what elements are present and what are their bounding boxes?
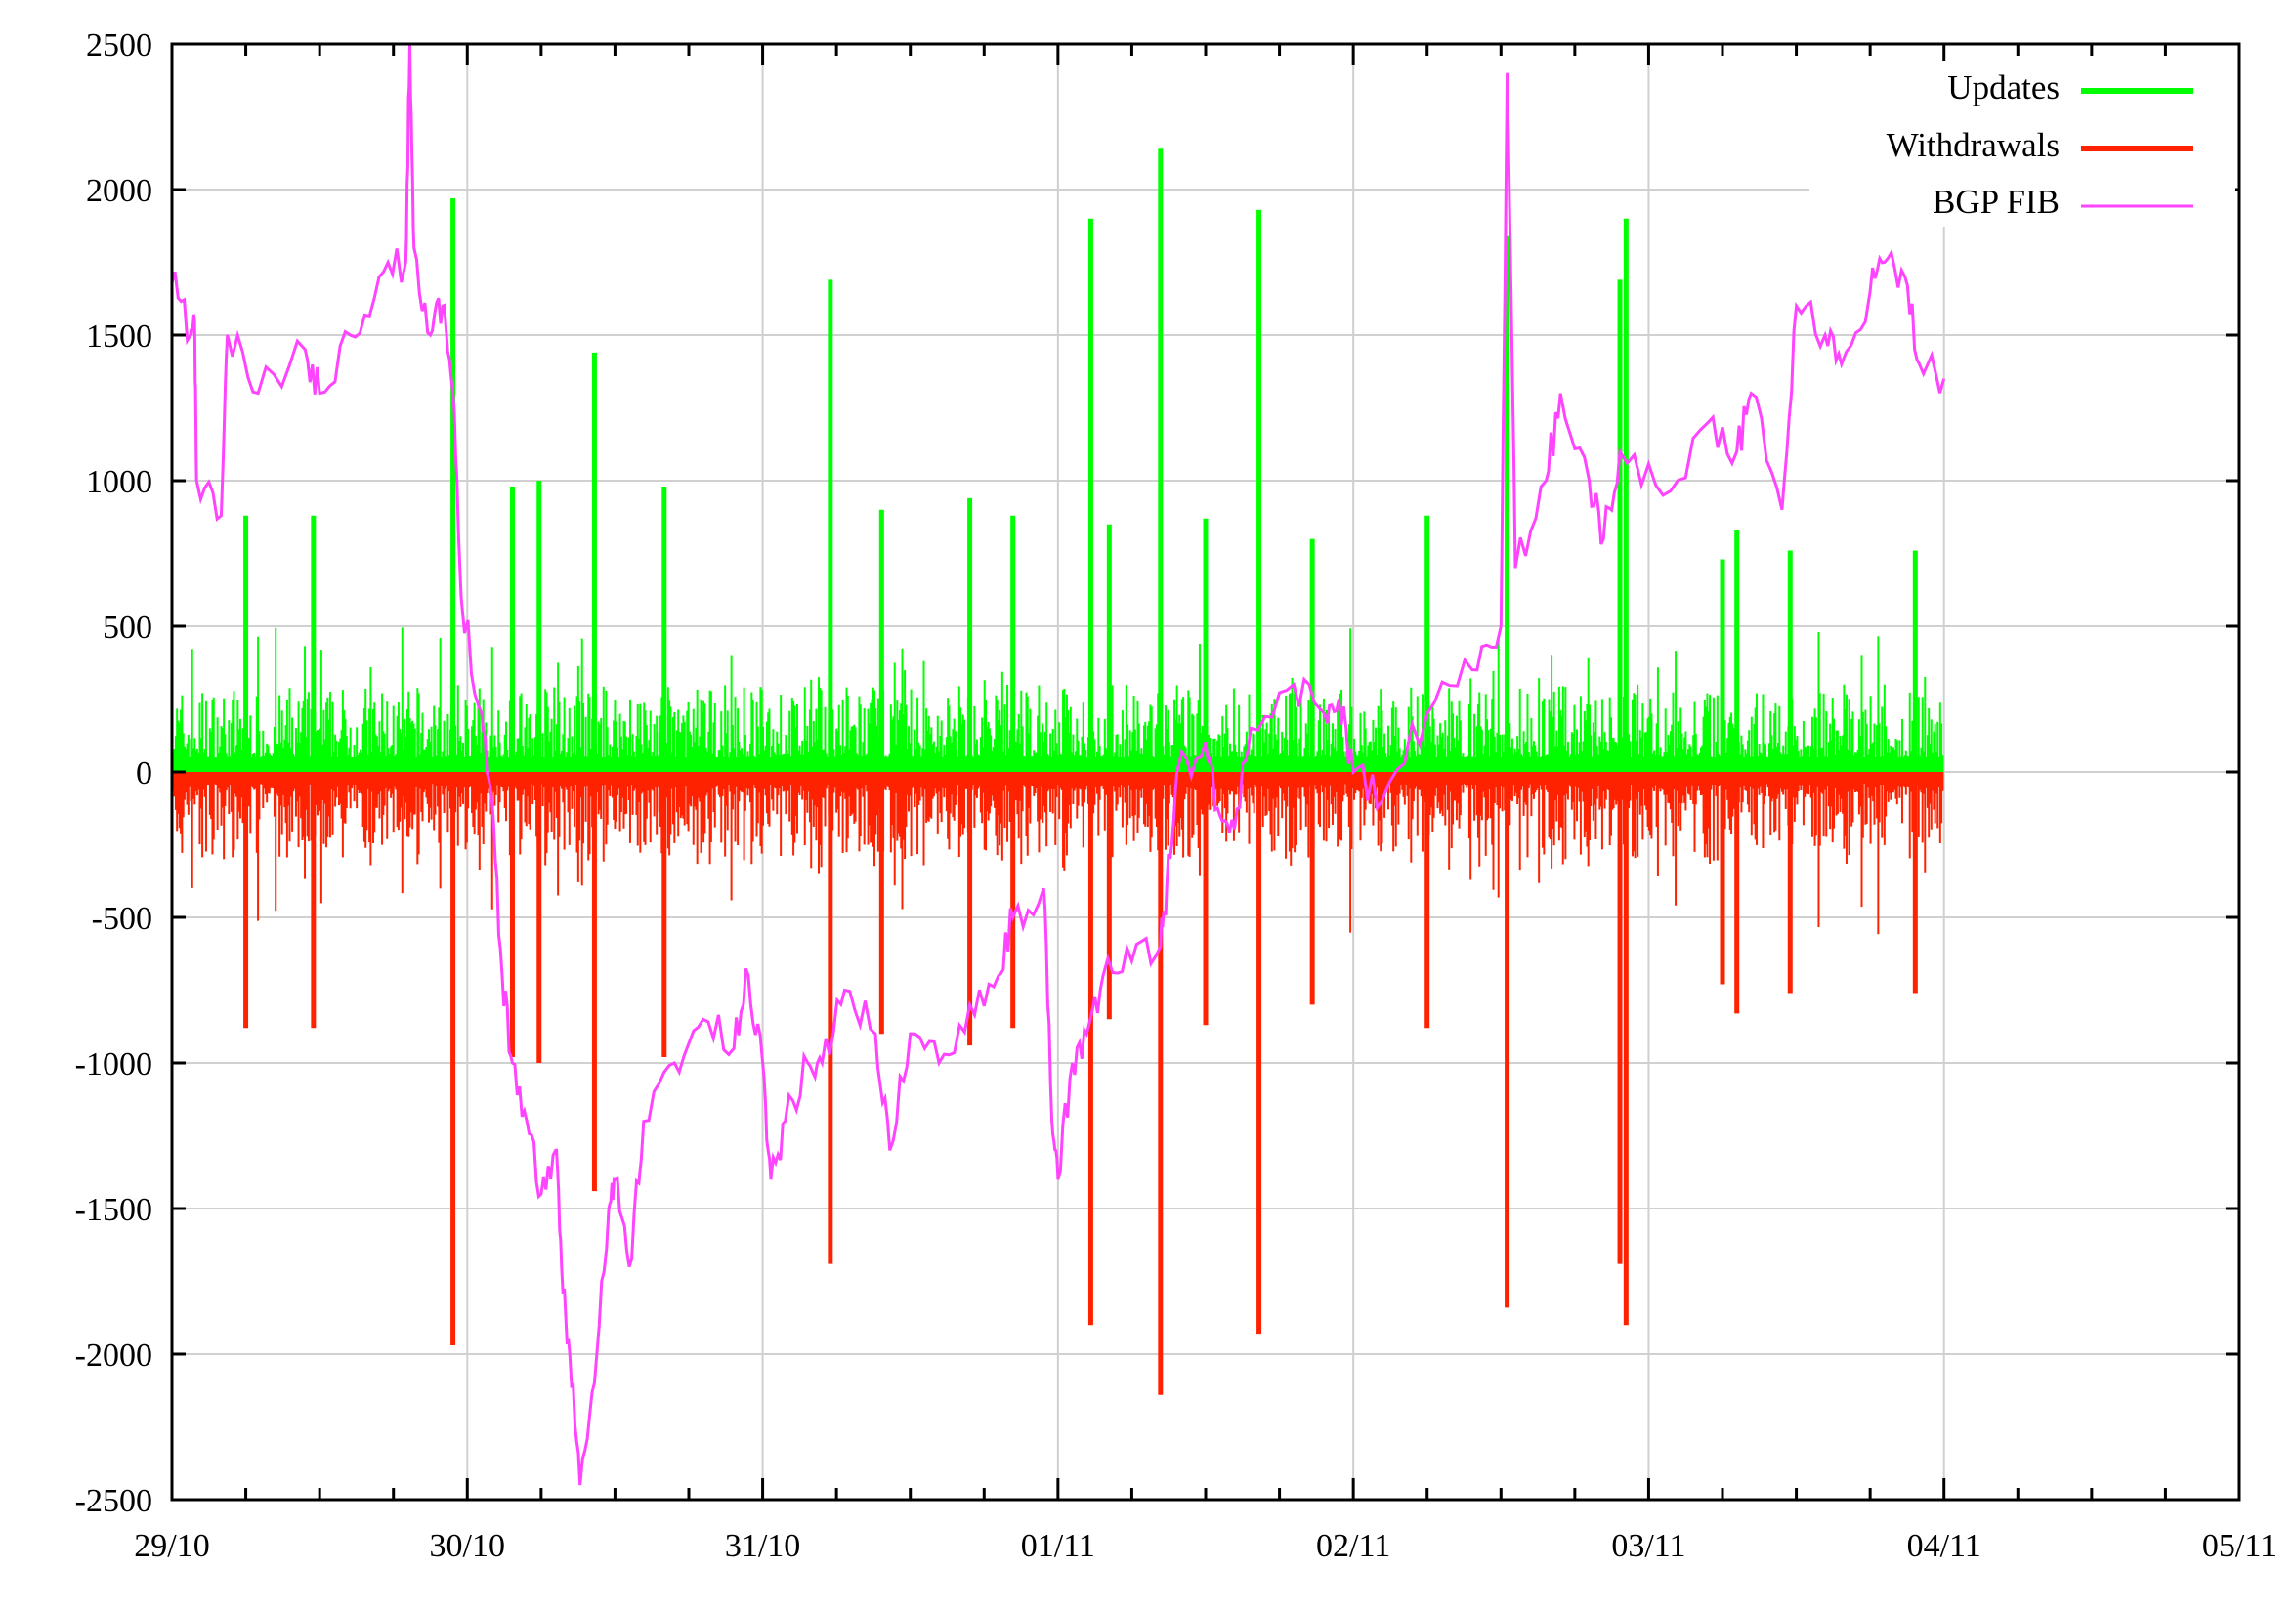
y-tick-label: -2000	[75, 1337, 152, 1374]
x-tick-label: 02/11	[1316, 1528, 1390, 1564]
x-tick-label: 29/10	[134, 1528, 209, 1564]
y-tick-label: 500	[103, 610, 152, 646]
bars	[171, 148, 1944, 1395]
x-tick-label: 04/11	[1907, 1528, 1981, 1564]
x-tick-label: 31/10	[725, 1528, 800, 1564]
legend: Updates Withdrawals BGP FIB	[1809, 61, 2235, 227]
bgp-fib-line	[170, 43, 1946, 1486]
x-tick-label: 30/10	[430, 1528, 505, 1564]
y-tick-label: 0	[136, 755, 152, 791]
y-tick-label: -2500	[75, 1483, 152, 1519]
y-tick-label: -1500	[75, 1192, 152, 1228]
x-tick-label: 03/11	[1611, 1528, 1685, 1564]
y-tick-label: -1000	[75, 1046, 152, 1082]
y-tick-label: 1500	[86, 318, 152, 355]
y-tick-label: 1000	[86, 464, 152, 500]
y-tick-label: 2500	[86, 27, 152, 64]
x-tick-label: 05/11	[2202, 1528, 2276, 1564]
x-tick-label: 01/11	[1021, 1528, 1095, 1564]
y-tick-label: 2000	[86, 173, 152, 209]
plot-frame	[170, 42, 2241, 1502]
legend-label-bgp-fib: BGP FIB	[1933, 183, 2060, 221]
fib-line-group	[170, 43, 1946, 1486]
y-tick-label: -500	[92, 901, 152, 937]
legend-label-withdrawals: Withdrawals	[1887, 126, 2060, 164]
legend-label-updates: Updates	[1947, 68, 2060, 106]
axes: 2500 2000 1500 1000 500 0 -500 -1000 -1500 -2000 -…	[75, 27, 2276, 1564]
